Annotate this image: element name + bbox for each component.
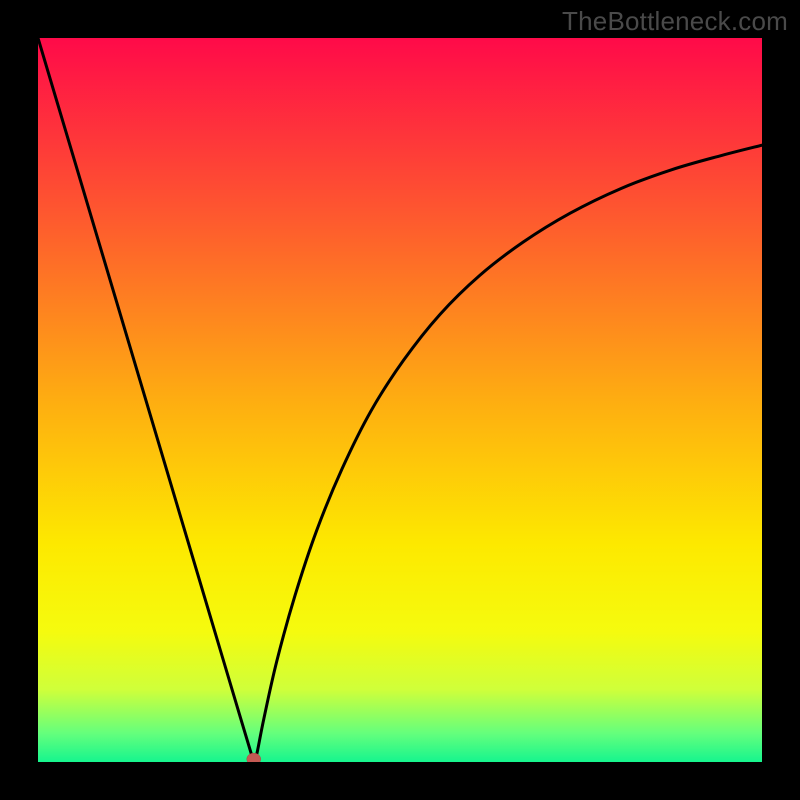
- chart-container: TheBottleneck.com: [0, 0, 800, 800]
- watermark-text: TheBottleneck.com: [562, 6, 788, 37]
- bottleneck-chart: [0, 0, 800, 800]
